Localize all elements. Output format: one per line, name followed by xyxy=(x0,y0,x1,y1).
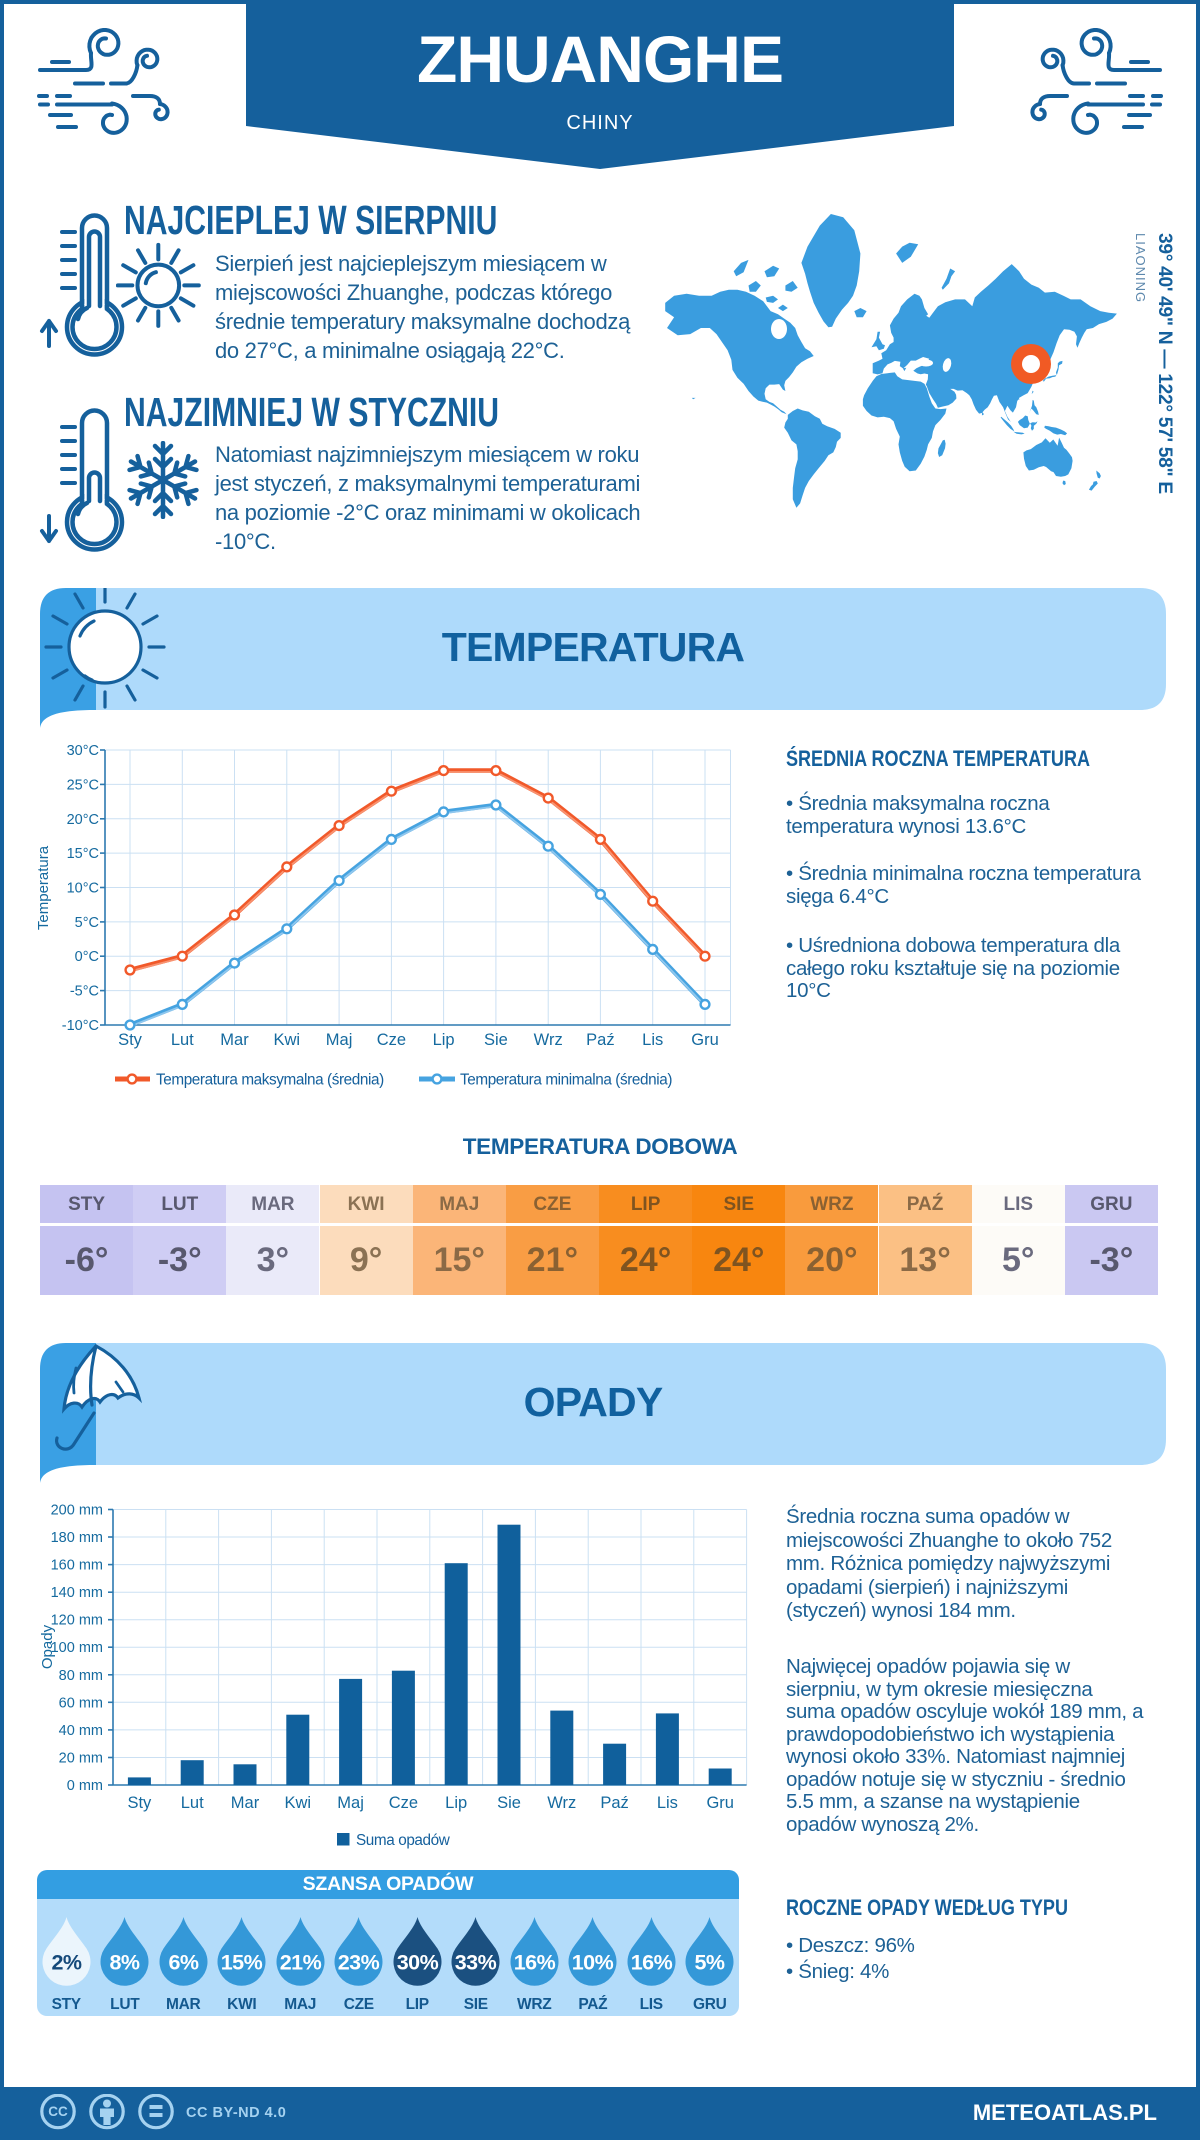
svg-text:Sty: Sty xyxy=(127,1794,152,1812)
svg-text:Paź: Paź xyxy=(600,1794,628,1812)
svg-text:10%: 10% xyxy=(572,1951,614,1975)
svg-text:16%: 16% xyxy=(631,1951,673,1975)
svg-text:Lip: Lip xyxy=(433,1031,455,1049)
svg-text:33%: 33% xyxy=(455,1951,497,1975)
svg-text:6%: 6% xyxy=(168,1951,198,1975)
svg-text:Temperatura minimalna (średnia: Temperatura minimalna (średnia) xyxy=(460,1072,672,1089)
svg-text:Kwi: Kwi xyxy=(285,1794,312,1812)
svg-text:Sty: Sty xyxy=(118,1031,143,1049)
svg-text:20 mm: 20 mm xyxy=(59,1751,103,1767)
svg-text:10°C: 10°C xyxy=(67,881,99,897)
svg-text:40 mm: 40 mm xyxy=(59,1723,103,1739)
svg-text:CC: CC xyxy=(48,2104,68,2119)
svg-text:Mar: Mar xyxy=(220,1031,249,1049)
svg-text:23%: 23% xyxy=(338,1951,380,1975)
svg-text:Opady: Opady xyxy=(39,1624,56,1669)
svg-text:Wrz: Wrz xyxy=(534,1031,563,1049)
svg-text:120 mm: 120 mm xyxy=(51,1613,103,1629)
svg-text:15%: 15% xyxy=(221,1951,263,1975)
svg-text:8%: 8% xyxy=(110,1951,140,1975)
svg-text:16%: 16% xyxy=(514,1951,556,1975)
svg-text:-10°C: -10°C xyxy=(62,1018,99,1034)
svg-text:Wrz: Wrz xyxy=(547,1794,576,1812)
svg-text:5%: 5% xyxy=(695,1951,725,1975)
svg-text:39° 40' 49" N — 122° 57' 58" E: 39° 40' 49" N — 122° 57' 58" E xyxy=(1154,233,1175,494)
svg-text:Sie: Sie xyxy=(497,1794,521,1812)
svg-text:20°C: 20°C xyxy=(67,812,99,828)
svg-text:Temperatura maksymalna (średni: Temperatura maksymalna (średnia) xyxy=(156,1072,384,1089)
svg-text:80 mm: 80 mm xyxy=(59,1668,103,1684)
svg-text:200 mm: 200 mm xyxy=(51,1503,103,1519)
svg-text:100 mm: 100 mm xyxy=(51,1640,103,1656)
svg-text:Lis: Lis xyxy=(657,1794,678,1812)
svg-text:Gru: Gru xyxy=(706,1794,734,1812)
svg-text:30°C: 30°C xyxy=(67,743,99,759)
svg-text:0 mm: 0 mm xyxy=(67,1778,103,1794)
svg-text:Cze: Cze xyxy=(377,1031,406,1049)
svg-text:5°C: 5°C xyxy=(75,915,99,931)
svg-text:Lip: Lip xyxy=(445,1794,467,1812)
svg-text:Temperatura: Temperatura xyxy=(35,845,52,930)
svg-text:LIAONING: LIAONING xyxy=(1133,233,1148,303)
svg-text:25°C: 25°C xyxy=(67,777,99,793)
svg-text:Maj: Maj xyxy=(326,1031,353,1049)
svg-text:140 mm: 140 mm xyxy=(51,1585,103,1601)
svg-text:Lut: Lut xyxy=(171,1031,194,1049)
svg-text:Maj: Maj xyxy=(337,1794,364,1812)
svg-text:Sie: Sie xyxy=(484,1031,508,1049)
svg-text:Suma opadów: Suma opadów xyxy=(356,1832,451,1849)
svg-text:21%: 21% xyxy=(280,1951,322,1975)
svg-text:Cze: Cze xyxy=(389,1794,418,1812)
svg-text:160 mm: 160 mm xyxy=(51,1558,103,1574)
svg-text:30%: 30% xyxy=(397,1951,439,1975)
svg-text:-5°C: -5°C xyxy=(70,984,99,1000)
svg-text:Paź: Paź xyxy=(586,1031,614,1049)
svg-text:Kwi: Kwi xyxy=(274,1031,301,1049)
svg-text:Lis: Lis xyxy=(642,1031,663,1049)
svg-text:Gru: Gru xyxy=(691,1031,719,1049)
svg-text:Mar: Mar xyxy=(231,1794,260,1812)
svg-text:180 mm: 180 mm xyxy=(51,1530,103,1546)
svg-text:15°C: 15°C xyxy=(67,846,99,862)
svg-text:60 mm: 60 mm xyxy=(59,1695,103,1711)
svg-text:2%: 2% xyxy=(51,1951,81,1975)
svg-text:0°C: 0°C xyxy=(75,949,99,965)
svg-text:Lut: Lut xyxy=(181,1794,204,1812)
